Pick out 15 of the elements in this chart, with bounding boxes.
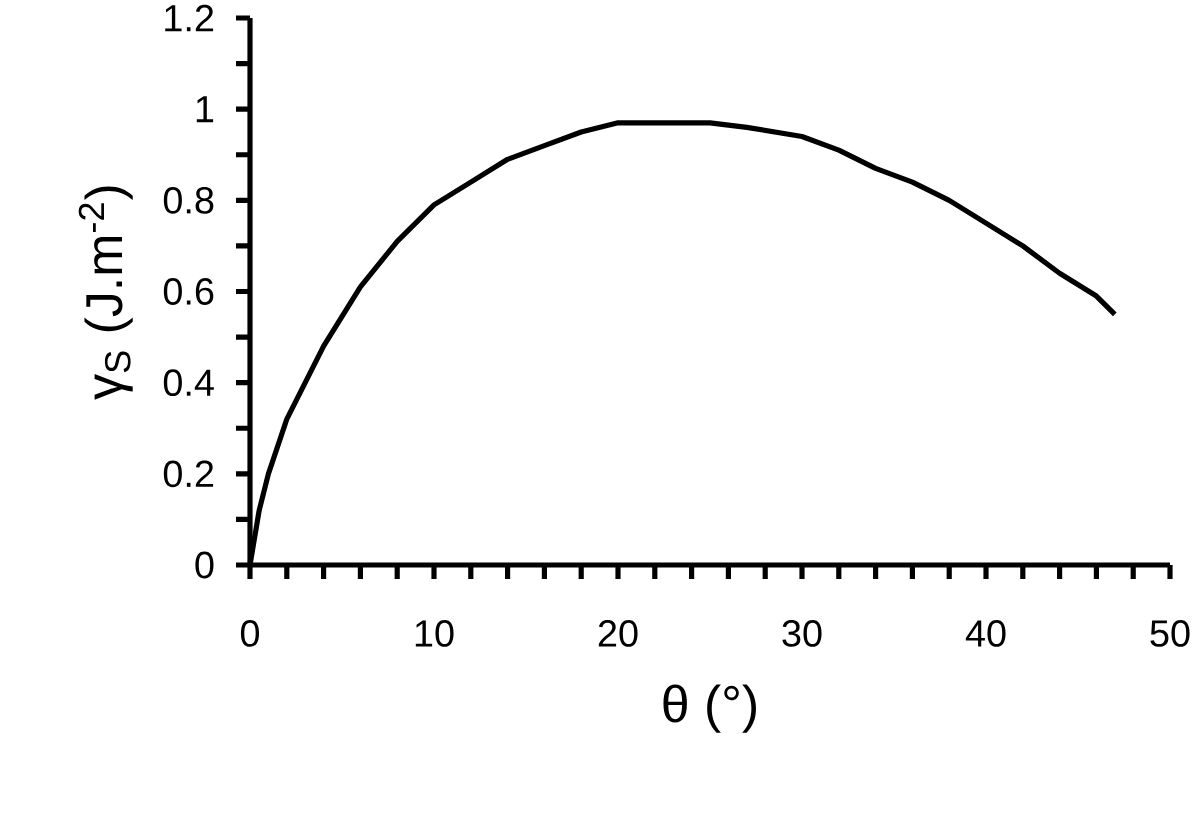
y-tick-label: 1.2: [165, 4, 214, 32]
y-tick-label: 0.4: [163, 369, 214, 397]
x-tick-label: 20: [598, 620, 638, 647]
x-tick-label: 0: [240, 620, 260, 647]
y-tick-label: 0.6: [163, 278, 214, 305]
y-axis-title: γ$_{S}$ (J.m$^{-2}$): [78, 186, 133, 400]
x-tick-label: 10: [415, 620, 454, 647]
x-tick-label: 30: [782, 620, 822, 647]
x-tick-label: 40: [965, 620, 1006, 647]
y-tick-label: 0: [195, 551, 214, 579]
x-axis-title: θ (°): [663, 684, 756, 733]
x-tick-label: 50: [1150, 620, 1190, 647]
y-tick-label: 0.8: [163, 186, 214, 214]
y-tick-label: 0.2: [163, 460, 214, 488]
y-tick-label: 1: [196, 96, 214, 123]
